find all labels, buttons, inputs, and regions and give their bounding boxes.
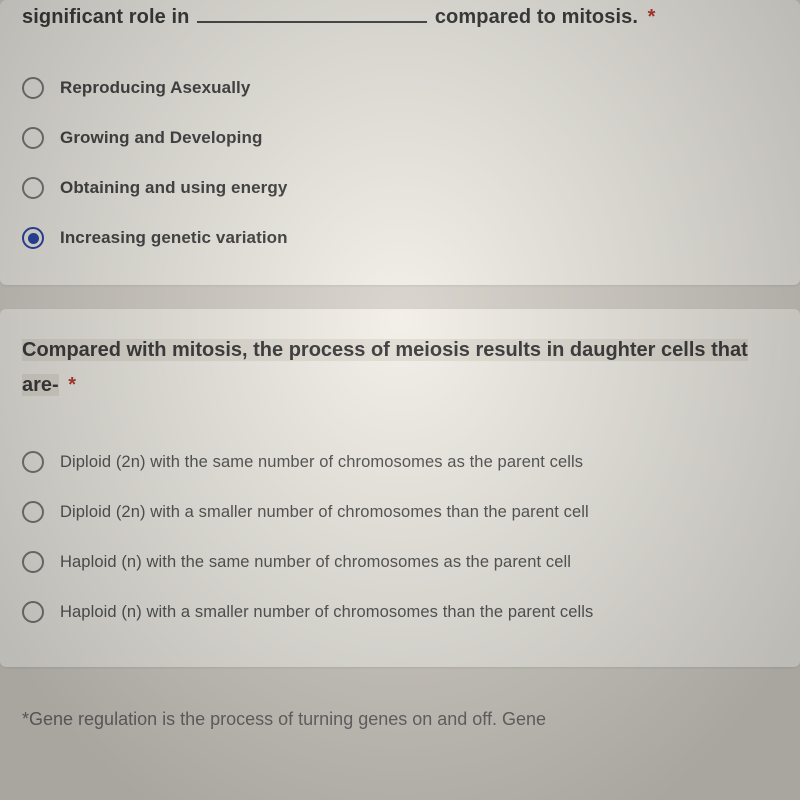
required-asterisk: * (648, 6, 656, 28)
question-2-options: Diploid (2n) with the same number of chr… (22, 433, 778, 637)
option-row[interactable]: Haploid (n) with a smaller number of chr… (22, 587, 778, 637)
option-row[interactable]: Increasing genetic variation (22, 213, 778, 263)
stem-pre: significant role in (22, 6, 189, 28)
option-label: Haploid (n) with the same number of chro… (60, 553, 571, 572)
option-label: Diploid (2n) with the same number of chr… (60, 453, 583, 472)
radio-button-selected[interactable] (22, 227, 44, 249)
option-label: Obtaining and using energy (60, 178, 287, 198)
radio-button[interactable] (22, 127, 44, 149)
option-row[interactable]: Reproducing Asexually (22, 63, 778, 113)
option-label: Increasing genetic variation (60, 228, 288, 248)
option-label: Haploid (n) with a smaller number of chr… (60, 603, 593, 622)
question-card-1: significant role in compared to mitosis.… (0, 0, 800, 285)
radio-button[interactable] (22, 601, 44, 623)
option-row[interactable]: Diploid (2n) with the same number of chr… (22, 437, 778, 487)
trailing-text: *Gene regulation is the process of turni… (22, 709, 546, 729)
question-1-options: Reproducing Asexually Growing and Develo… (22, 59, 778, 263)
option-label: Diploid (2n) with a smaller number of ch… (60, 503, 589, 522)
radio-button[interactable] (22, 551, 44, 573)
question-card-2: Compared with mitosis, the process of me… (0, 309, 800, 667)
radio-button[interactable] (22, 451, 44, 473)
option-row[interactable]: Haploid (n) with the same number of chro… (22, 537, 778, 587)
required-asterisk: * (68, 374, 76, 396)
fill-in-blank (197, 17, 427, 23)
option-row[interactable]: Obtaining and using energy (22, 163, 778, 213)
option-label: Reproducing Asexually (60, 78, 250, 98)
radio-button[interactable] (22, 177, 44, 199)
option-row[interactable]: Diploid (2n) with a smaller number of ch… (22, 487, 778, 537)
option-row[interactable]: Growing and Developing (22, 113, 778, 163)
option-label: Growing and Developing (60, 128, 262, 148)
next-question-preview: *Gene regulation is the process of turni… (0, 691, 800, 730)
question-1-stem: significant role in compared to mitosis.… (22, 0, 778, 59)
stem-post: compared to mitosis. (435, 6, 638, 28)
radio-button[interactable] (22, 501, 44, 523)
radio-button[interactable] (22, 77, 44, 99)
question-2-stem: Compared with mitosis, the process of me… (22, 313, 778, 433)
stem-highlighted: Compared with mitosis, the process of me… (22, 339, 748, 396)
